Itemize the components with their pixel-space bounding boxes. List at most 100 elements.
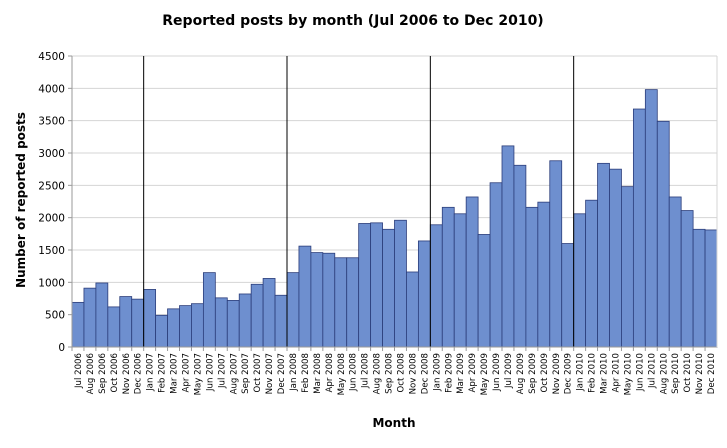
- bar: [704, 229, 718, 348]
- bar: [394, 219, 407, 348]
- x-tick-label: Jul 2007: [217, 353, 227, 389]
- y-tick-label: 4500: [38, 51, 65, 63]
- x-tick-label: Feb 2009: [444, 353, 454, 393]
- bar: [453, 213, 467, 348]
- bar: [346, 257, 360, 348]
- x-tick-label: Sep 2010: [671, 353, 681, 394]
- x-tick-label: Jan 2010: [576, 353, 586, 392]
- bar: [358, 223, 372, 348]
- x-tick-label: Nov 2009: [552, 353, 562, 394]
- y-tick-label: 3000: [38, 148, 65, 160]
- y-tick-label: 500: [45, 310, 65, 322]
- x-tick-label: Dec 2007: [277, 353, 287, 394]
- x-tick-label: May 2007: [193, 353, 203, 395]
- gridlines: [72, 55, 717, 316]
- bar: [286, 272, 300, 348]
- y-tick-labels: 0 500 1000 1500 2000 2500 3000 3500 4000 4500: [38, 51, 65, 354]
- x-tick-label: Jul 2006: [74, 353, 84, 389]
- bar: [549, 160, 563, 348]
- x-tick-label: Dec 2006: [134, 353, 144, 394]
- x-tick-label: Dec 2008: [420, 353, 430, 394]
- x-tick-label: Mar 2010: [600, 353, 610, 394]
- x-tick-label: Aug 2007: [229, 353, 239, 394]
- bar: [632, 108, 646, 348]
- bar: [501, 145, 515, 348]
- x-tick-label: Jan 2008: [289, 353, 299, 392]
- x-tick-label: Mar 2007: [170, 353, 180, 394]
- bar: [656, 120, 670, 348]
- x-tick-label: Oct 2010: [683, 353, 693, 392]
- bar: [95, 282, 109, 348]
- bar: [621, 186, 634, 348]
- bar: [83, 287, 97, 348]
- bar: [417, 240, 431, 348]
- bar: [525, 206, 539, 348]
- bar: [370, 222, 383, 348]
- y-tick-label: 4000: [38, 83, 65, 95]
- bar: [489, 182, 503, 348]
- bar: [262, 278, 276, 348]
- bar: [406, 271, 419, 348]
- bar: [274, 294, 288, 348]
- bar: [585, 199, 598, 348]
- bar: [334, 257, 348, 348]
- x-tick-label: Sep 2007: [241, 353, 251, 394]
- x-tick-label: Jun 2010: [635, 353, 645, 392]
- bar: [537, 201, 551, 348]
- bar: [609, 168, 622, 348]
- bars: [71, 89, 718, 348]
- bar: [680, 210, 694, 348]
- x-tick-label: Jun 2008: [349, 353, 359, 392]
- x-tick-label: May 2009: [480, 353, 490, 395]
- y-tick-label: 3500: [38, 116, 65, 128]
- bar: [477, 234, 491, 348]
- x-tick-label: Jan 2009: [432, 353, 442, 392]
- x-tick-label: Sep 2008: [385, 353, 395, 394]
- x-tick-label: Nov 2006: [122, 353, 132, 394]
- x-tick-label: Feb 2010: [588, 353, 598, 393]
- axes: [68, 55, 718, 351]
- x-tick-label: Apr 2010: [611, 353, 621, 392]
- bar: [322, 252, 336, 348]
- bar: [429, 224, 443, 348]
- x-tick-label: Apr 2008: [325, 353, 335, 392]
- bar: [179, 305, 192, 348]
- bar: [119, 296, 133, 348]
- x-tick-label: Aug 2006: [86, 353, 96, 394]
- x-tick-label: Nov 2008: [408, 353, 418, 394]
- bar: [382, 228, 395, 348]
- x-tick-label: Feb 2007: [158, 353, 168, 393]
- x-tick-label: Apr 2007: [181, 353, 191, 392]
- x-tick-label: Jul 2008: [361, 353, 371, 389]
- x-tick-label: Oct 2007: [253, 353, 263, 392]
- x-tick-labels: Jul 2006 Aug 2006 Sep 2006 Oct 2006 Nov 2006…: [74, 353, 717, 395]
- bar: [668, 196, 682, 348]
- x-tick-label: Nov 2007: [265, 353, 275, 394]
- bar: [573, 213, 587, 348]
- bar: [644, 89, 658, 348]
- x-tick-label: May 2010: [623, 353, 633, 395]
- bar: [692, 228, 706, 348]
- x-tick-label: Jan 2007: [146, 353, 156, 392]
- bar: [238, 293, 252, 348]
- x-axis-title: Month: [372, 416, 415, 430]
- x-tick-label: Mar 2008: [313, 353, 323, 394]
- bar: [597, 162, 610, 348]
- bar: [441, 206, 455, 348]
- x-tick-label: Nov 2010: [695, 353, 705, 394]
- x-tick-label: Aug 2009: [516, 353, 526, 394]
- chart-title: Reported posts by month (Jul 2006 to Dec…: [162, 13, 543, 29]
- x-tick-label: Jun 2009: [492, 353, 502, 392]
- bar: [226, 300, 240, 348]
- bar: [107, 306, 121, 348]
- y-tick-label: 0: [58, 342, 65, 354]
- x-tick-label: Apr 2009: [468, 353, 478, 392]
- x-tick-label: Oct 2009: [540, 353, 550, 392]
- bar: [465, 196, 479, 348]
- x-tick-label: Feb 2008: [301, 353, 311, 393]
- bar: [214, 297, 228, 348]
- y-tick-label: 1500: [38, 245, 65, 257]
- bar: [310, 252, 324, 348]
